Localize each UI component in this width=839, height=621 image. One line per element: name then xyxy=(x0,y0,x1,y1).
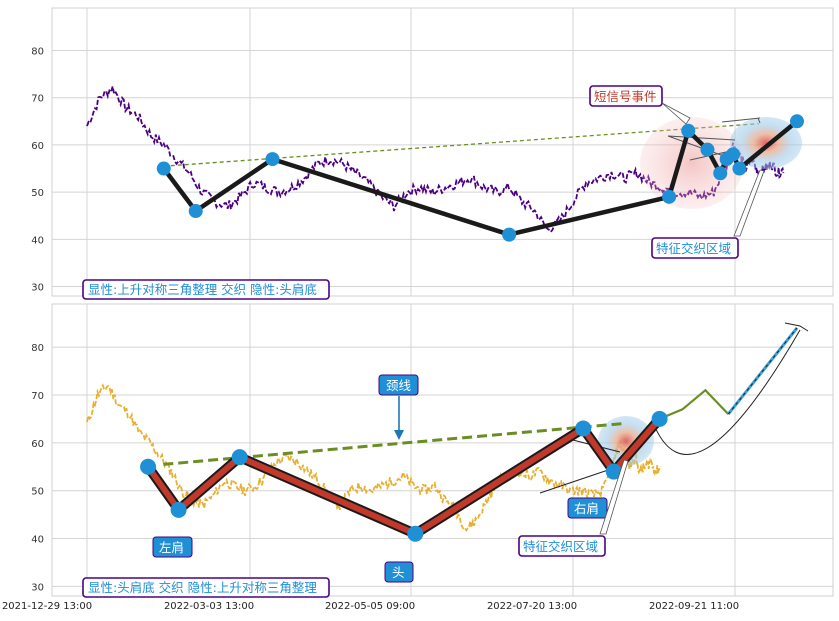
bottom-pattern-node xyxy=(651,410,668,427)
short-signal-text: 短信号事件 xyxy=(594,89,657,104)
xtick-label: 2022-09-21 11:00 xyxy=(649,601,739,612)
bottom-title-text: 显性:头肩底 交织 隐性:上升对称三角整理 xyxy=(88,580,317,595)
top-ytick-label: 80 xyxy=(31,46,44,57)
top-trend-line xyxy=(163,123,759,167)
top-title-box: 显性:上升对称三角整理 交织 隐性:头肩底 xyxy=(82,279,330,300)
bottom-zone-callout: 特征交织区域 xyxy=(518,459,629,557)
head-callout: 头 xyxy=(384,561,414,583)
bottom-panel: 30 40 50 60 70 80 颈线 左肩 xyxy=(2,303,834,612)
top-price-series xyxy=(86,86,785,234)
top-pattern-node xyxy=(732,161,747,176)
top-zone-text: 特征交织区域 xyxy=(656,241,731,256)
top-panel: 30 40 50 60 70 80 显性:上升对称三角整理 交织 隐性:头肩底 短信号事件 xyxy=(31,7,834,300)
top-ytick-label: 40 xyxy=(31,235,44,246)
bottom-ytick-label: 60 xyxy=(31,439,44,450)
top-title-text: 显性:上升对称三角整理 交织 隐性:头肩底 xyxy=(88,282,317,297)
top-pattern-node xyxy=(156,161,171,176)
projection-line xyxy=(659,388,730,420)
bottom-pattern-node xyxy=(407,525,424,542)
top-pattern-node xyxy=(713,166,728,181)
bottom-ytick-label: 30 xyxy=(31,582,44,593)
top-pattern-node xyxy=(681,123,696,138)
projection-blue-dash xyxy=(727,327,798,415)
top-pattern-node xyxy=(502,227,517,242)
top-ytick-label: 30 xyxy=(31,283,44,294)
xtick-label: 2022-05-05 09:00 xyxy=(325,601,415,612)
top-pattern-node xyxy=(188,204,203,219)
top-zone-callout: 特征交织区域 xyxy=(651,169,765,259)
bottom-pattern-node xyxy=(605,463,622,480)
bottom-ytick-label: 50 xyxy=(31,487,44,498)
right-shoulder-text: 右肩 xyxy=(574,501,599,516)
projection-arc xyxy=(651,329,801,455)
top-pattern-node xyxy=(700,142,715,157)
top-ytick-label: 50 xyxy=(31,188,44,199)
bottom-pattern-node xyxy=(575,420,592,437)
top-ytick-label: 70 xyxy=(31,94,44,105)
bottom-pattern-node xyxy=(231,449,248,466)
bottom-ytick-label: 70 xyxy=(31,391,44,402)
top-pattern-node xyxy=(662,189,677,204)
left-shoulder-callout: 左肩 xyxy=(152,536,193,558)
bottom-zone-ellipse xyxy=(598,416,654,466)
top-zone-red-ellipse xyxy=(640,117,744,209)
xtick-label: 2022-07-20 13:00 xyxy=(487,601,577,612)
head-text: 头 xyxy=(392,565,405,580)
top-ytick-label: 60 xyxy=(31,141,44,152)
bottom-ytick-label: 40 xyxy=(31,535,44,546)
bottom-pattern-node xyxy=(140,458,157,475)
top-pattern-node xyxy=(265,152,280,167)
neckline-callout: 颈线 xyxy=(378,374,419,440)
neckline-text: 颈线 xyxy=(386,378,412,393)
left-shoulder-text: 左肩 xyxy=(159,540,184,555)
top-pattern-node xyxy=(790,114,804,129)
right-shoulder-callout: 右肩 xyxy=(567,497,608,519)
top-pattern-node xyxy=(726,147,741,162)
bottom-title-box: 显性:头肩底 交织 隐性:上升对称三角整理 xyxy=(82,577,330,598)
xtick-label: 2021-12-29 13:00 xyxy=(2,601,92,612)
bottom-pattern-node xyxy=(170,501,187,518)
xtick-label: 2022-03-03 13:00 xyxy=(164,601,254,612)
short-signal-callout: 短信号事件 xyxy=(589,85,691,125)
bottom-ytick-label: 80 xyxy=(31,343,44,354)
bottom-zone-text: 特征交织区域 xyxy=(523,539,598,554)
